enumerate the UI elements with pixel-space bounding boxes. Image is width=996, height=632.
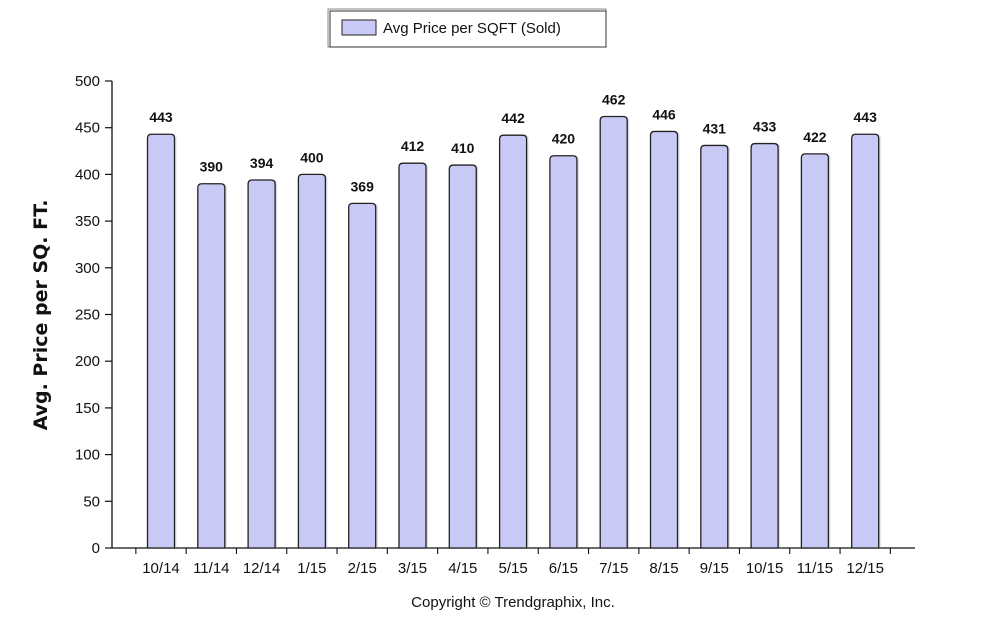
y-tick-label: 350 [75,213,100,230]
x-ticks: 10/14 11/14 12/14 1/15 2/15 3/15 4/15 5/15 6/15 7… [135,548,891,577]
bar [448,164,477,549]
data-label: 442 [501,110,525,126]
data-label: 462 [602,91,626,107]
x-tick-label: 2/15 [348,560,377,577]
data-label: 443 [854,109,878,125]
bar [398,162,427,549]
y-tick-label: 250 [75,307,100,324]
bar [851,133,880,549]
x-tick-label: 4/15 [448,560,477,577]
x-tick-label: 3/15 [398,560,427,577]
bar [649,130,679,549]
y-tick-label: 400 [75,166,100,183]
y-axis-title: Avg. Price per SQ. FT. [30,200,52,431]
y-tick-label: 150 [75,400,100,417]
y-tick-label: 0 [92,540,100,557]
x-tick-label: 5/15 [498,560,527,577]
data-label: 410 [451,140,475,156]
y-tick-label: 450 [75,120,100,137]
legend-label: Avg Price per SQFT (Sold) [383,20,561,37]
x-tick-label: 6/15 [549,560,578,577]
bar [700,144,729,549]
x-tick-label: 11/15 [797,560,833,577]
legend-swatch [341,19,377,36]
data-label: 431 [703,120,727,136]
data-label: 422 [803,129,827,145]
x-tick-label: 10/15 [746,560,784,577]
data-label: 420 [552,131,576,147]
y-tick-label: 300 [75,260,100,277]
bar [247,179,276,549]
bars [146,115,881,549]
bar [498,134,528,549]
data-labels: 443 390 394 400 369 412 410 442 420 462 446 431 433 4… [149,91,877,194]
y-tick-label: 500 [75,73,100,90]
data-label: 446 [652,106,676,122]
bar [146,133,176,549]
data-label: 400 [300,149,324,165]
x-tick-label: 1/15 [297,560,326,577]
data-label: 369 [351,178,375,194]
bar [599,115,628,549]
bar [800,153,830,549]
y-tick-label: 50 [83,493,100,510]
x-tick-label: 10/14 [142,560,180,577]
y-tick-label: 200 [75,353,100,370]
y-tick-label: 100 [75,447,100,464]
x-tick-label: 11/14 [193,560,229,577]
bar [297,173,327,549]
data-label: 443 [149,109,173,125]
data-label: 390 [200,159,224,175]
bar [750,142,779,549]
bar [549,155,578,549]
x-tick-label: 9/15 [700,560,729,577]
data-label: 412 [401,138,425,154]
x-tick-label: 8/15 [649,560,678,577]
data-label: 394 [250,155,274,171]
copyright-text: Copyright © Trendgraphix, Inc. [411,594,615,611]
x-tick-label: 7/15 [599,560,628,577]
x-tick-label: 12/14 [243,560,281,577]
y-ticks: 0 50 100 150 200 250 300 350 400 450 500 [75,73,112,557]
legend: Avg Price per SQFT (Sold) [327,8,607,48]
bar [197,183,226,549]
legend-border [329,10,607,48]
data-label: 433 [753,119,777,135]
x-tick-label: 12/15 [846,560,884,577]
bar [348,202,377,549]
